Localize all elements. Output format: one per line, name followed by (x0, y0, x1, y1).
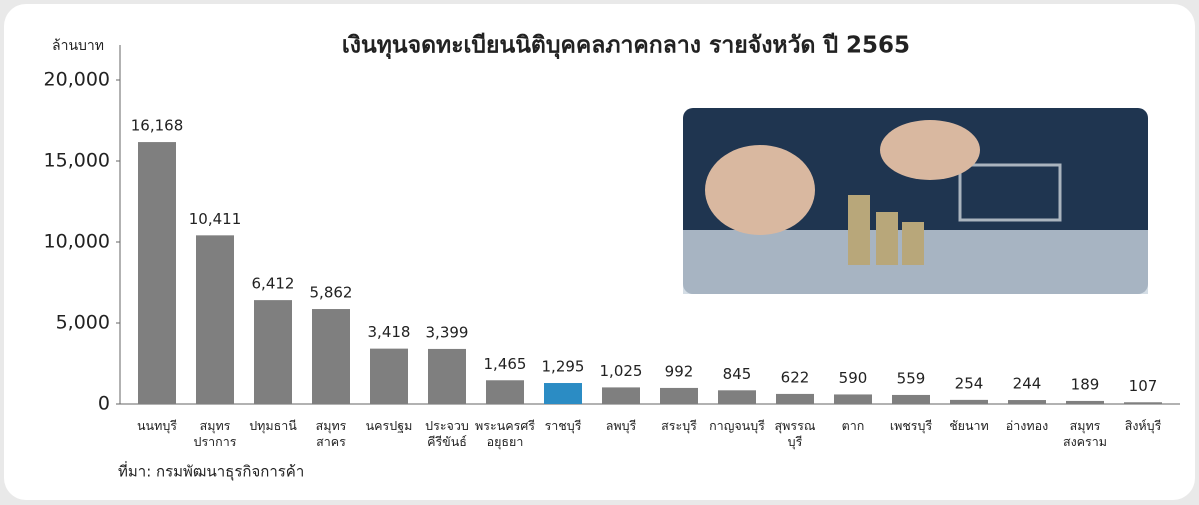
value-label: 3,399 (426, 323, 469, 341)
value-label: 10,411 (189, 210, 242, 228)
bar (138, 142, 176, 404)
y-tick-label: 20,000 (44, 69, 110, 91)
value-label: 1,025 (600, 362, 643, 380)
bar (1066, 401, 1104, 404)
value-label: 1,465 (484, 355, 527, 373)
value-label: 992 (665, 362, 694, 380)
value-label: 107 (1129, 377, 1158, 395)
value-label: 254 (955, 374, 984, 392)
bar (1124, 402, 1162, 404)
value-label: 5,862 (310, 284, 353, 302)
x-tick-label: สิงห์บุรี (1108, 418, 1178, 434)
y-tick-label: 10,000 (44, 231, 110, 253)
value-label: 845 (723, 365, 752, 383)
bar (544, 383, 582, 404)
page: เงินทุนจดทะเบียนนิติบุคคลภาคกลาง รายจังห… (0, 0, 1199, 505)
bar (1008, 400, 1046, 404)
bar (370, 349, 408, 404)
bar (776, 394, 814, 404)
bar (834, 394, 872, 404)
bar (718, 390, 756, 404)
bar (892, 395, 930, 404)
y-axis-label: ล้านบาท (52, 38, 104, 54)
bar (660, 388, 698, 404)
value-label: 559 (897, 369, 926, 387)
y-tick-label: 5,000 (56, 312, 110, 334)
bar (312, 309, 350, 404)
value-label: 622 (781, 368, 810, 386)
value-label: 590 (839, 369, 868, 387)
chart-title: เงินทุนจดทะเบียนนิติบุคคลภาคกลาง รายจังห… (342, 33, 910, 60)
value-label: 1,295 (542, 358, 585, 376)
source-note: ที่มา: กรมพัฒนาธุรกิจการค้า (118, 461, 304, 482)
bar (950, 400, 988, 404)
bar (428, 349, 466, 404)
value-label: 6,412 (252, 275, 295, 293)
y-tick-label: 15,000 (44, 150, 110, 172)
value-label: 3,418 (368, 323, 411, 341)
bar (254, 300, 292, 404)
bar (196, 235, 234, 404)
value-label: 244 (1013, 375, 1042, 393)
value-label: 16,168 (131, 117, 184, 135)
y-tick-label: 0 (98, 393, 110, 415)
value-label: 189 (1071, 375, 1100, 393)
bar (486, 380, 524, 404)
bar (602, 387, 640, 404)
photo (683, 108, 1148, 294)
